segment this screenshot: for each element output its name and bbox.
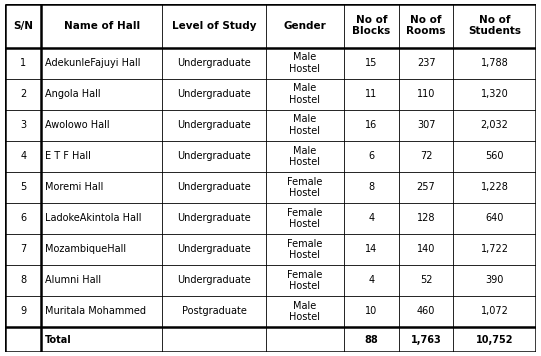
Text: Undergraduate: Undergraduate bbox=[177, 213, 251, 223]
Text: 1,763: 1,763 bbox=[411, 335, 441, 345]
Text: S/N: S/N bbox=[14, 21, 34, 31]
Text: E T F Hall: E T F Hall bbox=[45, 151, 90, 161]
Text: 7: 7 bbox=[21, 245, 27, 255]
Text: 390: 390 bbox=[485, 276, 504, 286]
Text: Moremi Hall: Moremi Hall bbox=[45, 182, 103, 192]
Text: Gender: Gender bbox=[283, 21, 326, 31]
Text: Awolowo Hall: Awolowo Hall bbox=[45, 120, 109, 130]
Text: 88: 88 bbox=[365, 335, 378, 345]
Text: Undergraduate: Undergraduate bbox=[177, 182, 251, 192]
Text: 10,752: 10,752 bbox=[476, 335, 513, 345]
Text: 3: 3 bbox=[21, 120, 27, 130]
Text: LadokeAkintola Hall: LadokeAkintola Hall bbox=[45, 213, 141, 223]
Text: No of
Students: No of Students bbox=[468, 15, 521, 36]
Text: Undergraduate: Undergraduate bbox=[177, 245, 251, 255]
Text: 14: 14 bbox=[365, 245, 378, 255]
Text: 1: 1 bbox=[21, 58, 27, 68]
Text: Undergraduate: Undergraduate bbox=[177, 89, 251, 99]
Text: Male
Hostel: Male Hostel bbox=[289, 83, 320, 105]
Text: Female
Hostel: Female Hostel bbox=[287, 177, 322, 198]
Text: 1,722: 1,722 bbox=[480, 245, 509, 255]
Text: Undergraduate: Undergraduate bbox=[177, 276, 251, 286]
Text: Undergraduate: Undergraduate bbox=[177, 120, 251, 130]
Text: 16: 16 bbox=[365, 120, 378, 130]
Text: 52: 52 bbox=[420, 276, 432, 286]
Text: 4: 4 bbox=[368, 276, 374, 286]
Text: 257: 257 bbox=[417, 182, 436, 192]
Text: Male
Hostel: Male Hostel bbox=[289, 52, 320, 74]
Text: Female
Hostel: Female Hostel bbox=[287, 239, 322, 260]
Text: 640: 640 bbox=[485, 213, 504, 223]
Text: 10: 10 bbox=[365, 307, 378, 316]
Text: 1,320: 1,320 bbox=[480, 89, 509, 99]
Text: Muritala Mohammed: Muritala Mohammed bbox=[45, 307, 146, 316]
Text: 9: 9 bbox=[21, 307, 27, 316]
Text: Total: Total bbox=[45, 335, 71, 345]
Text: 128: 128 bbox=[417, 213, 436, 223]
Text: 72: 72 bbox=[420, 151, 432, 161]
Text: Undergraduate: Undergraduate bbox=[177, 58, 251, 68]
Text: Postgraduate: Postgraduate bbox=[182, 307, 247, 316]
Text: Name of Hall: Name of Hall bbox=[64, 21, 140, 31]
Text: No of
Blocks: No of Blocks bbox=[352, 15, 391, 36]
Text: 4: 4 bbox=[21, 151, 27, 161]
Text: 11: 11 bbox=[365, 89, 378, 99]
Text: Female
Hostel: Female Hostel bbox=[287, 269, 322, 291]
Text: No of
Rooms: No of Rooms bbox=[406, 15, 446, 36]
Text: Level of Study: Level of Study bbox=[172, 21, 256, 31]
Text: MozambiqueHall: MozambiqueHall bbox=[45, 245, 126, 255]
Text: 15: 15 bbox=[365, 58, 378, 68]
Text: 2,032: 2,032 bbox=[480, 120, 509, 130]
Text: Female
Hostel: Female Hostel bbox=[287, 208, 322, 229]
Text: Alumni Hall: Alumni Hall bbox=[45, 276, 101, 286]
Text: 1,228: 1,228 bbox=[480, 182, 509, 192]
Text: 2: 2 bbox=[21, 89, 27, 99]
Text: 237: 237 bbox=[417, 58, 436, 68]
Text: Male
Hostel: Male Hostel bbox=[289, 146, 320, 167]
Text: 5: 5 bbox=[21, 182, 27, 192]
Text: Undergraduate: Undergraduate bbox=[177, 151, 251, 161]
Text: 140: 140 bbox=[417, 245, 436, 255]
Text: 1,072: 1,072 bbox=[480, 307, 509, 316]
Text: 4: 4 bbox=[368, 213, 374, 223]
Text: Male
Hostel: Male Hostel bbox=[289, 301, 320, 322]
Text: AdekunleFajuyi Hall: AdekunleFajuyi Hall bbox=[45, 58, 140, 68]
Text: Male
Hostel: Male Hostel bbox=[289, 115, 320, 136]
Text: 6: 6 bbox=[21, 213, 27, 223]
Text: Angola Hall: Angola Hall bbox=[45, 89, 100, 99]
Text: 307: 307 bbox=[417, 120, 436, 130]
Text: 6: 6 bbox=[368, 151, 374, 161]
Text: 460: 460 bbox=[417, 307, 436, 316]
Text: 110: 110 bbox=[417, 89, 436, 99]
Text: 560: 560 bbox=[485, 151, 504, 161]
Text: 8: 8 bbox=[368, 182, 374, 192]
Text: 8: 8 bbox=[21, 276, 27, 286]
Text: 1,788: 1,788 bbox=[480, 58, 509, 68]
